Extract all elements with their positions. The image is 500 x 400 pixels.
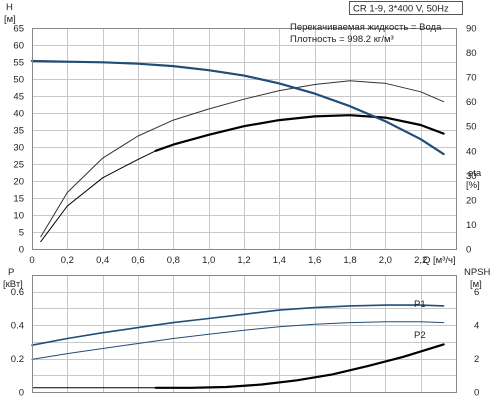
y-right-tick-label: 6	[474, 287, 479, 298]
y-right-tick-label: 40	[466, 146, 477, 157]
y-left-tick-label: 0.2	[11, 354, 24, 365]
y-left-tick-label: 25	[13, 160, 24, 171]
eta-curve-thin-segment	[40, 150, 157, 243]
y-right-tick-label: 0	[474, 388, 479, 399]
p2-curve	[31, 321, 445, 360]
title-box-border	[349, 1, 463, 15]
x-tick-label: 0,8	[167, 255, 180, 266]
y-right-tick-label: 60	[466, 97, 477, 108]
y-left-tick-label: 20	[13, 177, 24, 188]
head-curve	[30, 59, 445, 156]
y-right-tick-label: 80	[466, 48, 477, 59]
y-left-tick-label: 0.4	[11, 321, 24, 332]
chart-title: CR 1-9, 3*400 V, 50Hz	[353, 4, 449, 15]
y-left-tick-label: 30	[13, 143, 24, 154]
x-tick-label: 0,4	[96, 255, 109, 266]
y-right-unit: [%]	[466, 180, 480, 191]
eta-total-curve	[40, 80, 445, 238]
bottom-plot-frame	[32, 275, 457, 393]
y-left-title: H	[6, 2, 13, 13]
annotation-liquid: Перекачиваемая жидкость = Вода	[290, 22, 442, 33]
x-tick-label: 0,2	[61, 255, 74, 266]
y-left-tick-label: 35	[13, 126, 24, 137]
y-left-tick-label: 45	[13, 92, 24, 103]
y-left-tick-label: 5	[19, 228, 24, 239]
top-plot-frame	[32, 28, 457, 250]
annotation-density: Плотность = 998.2 кг/м³	[290, 34, 394, 45]
y-left-unit: [кВт]	[3, 279, 23, 290]
y-left-tick-label: 0.6	[11, 287, 24, 298]
y-right-tick-label: 50	[466, 122, 477, 133]
y-left-tick-label: 40	[13, 109, 24, 120]
x-tick-label: 1,8	[343, 255, 356, 266]
y-left-tick-label: 65	[13, 24, 24, 35]
y-right-tick-label: 4	[474, 321, 479, 332]
y-right-tick-label: 30	[466, 171, 477, 182]
y-left-title: P	[8, 267, 14, 278]
npsh-curve	[154, 343, 445, 389]
y-left-tick-label: 0	[19, 245, 24, 256]
y-left-tick-label: 10	[13, 211, 24, 222]
y-left-tick-label: 0	[19, 388, 24, 399]
series-label-p2: P2	[414, 330, 426, 341]
x-tick-label: 0,6	[131, 255, 144, 266]
y-right-title: eta	[468, 168, 482, 179]
title-box: CR 1-9, 3*400 V, 50Hz	[349, 1, 463, 15]
x-tick-label: 1,4	[273, 255, 286, 266]
y-left-tick-label: 50	[13, 75, 24, 86]
y-right-unit: [м]	[470, 279, 482, 290]
y-right-tick-label: 20	[466, 195, 477, 206]
x-tick-label: 2,2	[414, 255, 427, 266]
x-tick-label: 2,0	[379, 255, 392, 266]
p1-curve	[31, 304, 445, 346]
y-right-tick-label: 10	[466, 220, 477, 231]
y-right-tick-label: 70	[466, 73, 477, 84]
x-tick-label: 1,0	[202, 255, 215, 266]
y-right-title: NPSH	[464, 267, 491, 278]
series-label-p1: P1	[414, 299, 426, 310]
y-right-tick-label: 2	[474, 354, 479, 365]
y-left-tick-label: 15	[13, 194, 24, 205]
y-left-unit: [м]	[4, 14, 16, 25]
x-tick-label: 1,6	[308, 255, 321, 266]
y-right-tick-label: 90	[466, 24, 477, 35]
x-tick-label: 1,2	[237, 255, 250, 266]
x-tick-label: 0	[29, 255, 34, 266]
y-left-tick-label: 60	[13, 41, 24, 52]
y-right-tick-label: 0	[466, 245, 471, 256]
eta-curve	[154, 114, 445, 152]
x-axis-title: Q [м³/ч]	[423, 255, 456, 266]
y-left-tick-label: 55	[13, 58, 24, 69]
